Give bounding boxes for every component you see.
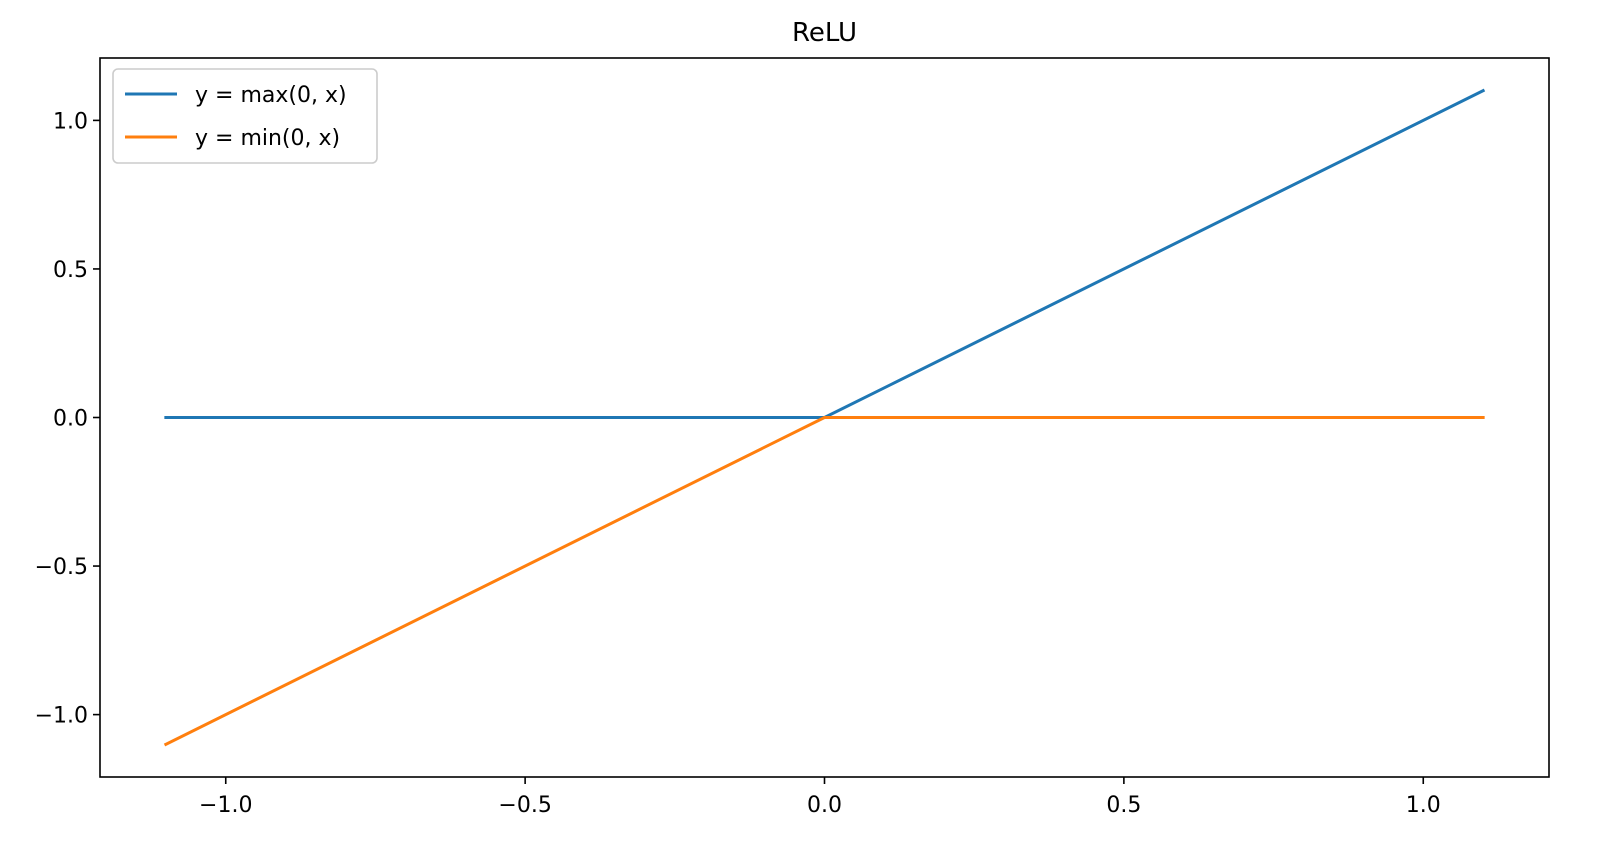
chart-title: ReLU: [792, 18, 857, 48]
x-tick-label: 0.5: [1106, 793, 1141, 818]
y-tick-label: 0.0: [53, 407, 88, 432]
y-tick-label: −1.0: [35, 704, 88, 729]
x-tick-label: −1.0: [199, 793, 252, 818]
y-tick-label: 1.0: [53, 109, 88, 134]
x-tick-label: 1.0: [1406, 793, 1441, 818]
x-tick-label: 0.0: [807, 793, 842, 818]
legend-box: [112, 68, 378, 164]
y-tick-label: 0.5: [53, 258, 88, 283]
tick-group: −1.0 −0.5 0.0 0.5 1.0 −1.0 −0.5 0.0 0.5 1.0: [35, 109, 1441, 818]
legend-label: y = max(0, x): [195, 83, 347, 108]
series-line-1: [163, 416, 1485, 747]
series-lines: [163, 88, 1486, 747]
legend-label: y = min(0, x): [195, 126, 340, 151]
legend: y = max(0, x) y = min(0, x): [112, 68, 378, 164]
y-tick-label: −0.5: [35, 555, 88, 580]
x-tick-label: −0.5: [498, 793, 551, 818]
